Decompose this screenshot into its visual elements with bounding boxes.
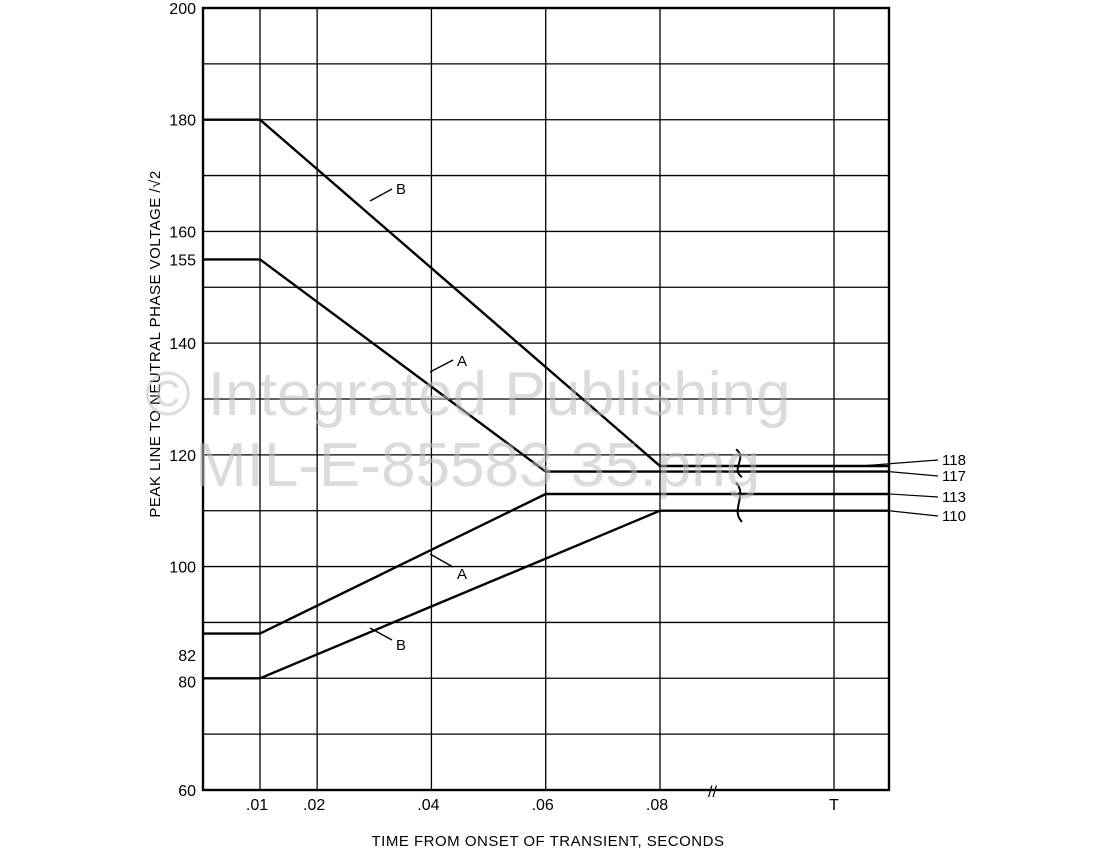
series-label-a: A — [457, 353, 467, 370]
x-tick-label: .08 — [646, 797, 668, 814]
value-leader-line — [888, 510, 939, 517]
y-tick-label: 140 — [169, 336, 196, 353]
break-wiggle — [735, 448, 743, 479]
y-tick-label: 180 — [169, 113, 196, 130]
x-axis-title: TIME FROM ONSET OF TRANSIENT, SECONDS — [372, 833, 725, 850]
y-tick-label: 100 — [169, 560, 196, 577]
x-axis-break-mark: // — [708, 784, 717, 801]
y-tick-label: 60 — [178, 783, 196, 800]
break-wiggle — [735, 482, 743, 523]
value-label-117: 117 — [942, 468, 966, 485]
plot-frame — [201, 6, 891, 792]
x-tick-label: .04 — [417, 797, 439, 814]
x-tick-label: .02 — [303, 797, 325, 814]
y-tick-label: 80 — [178, 674, 196, 691]
y-tick-label: 160 — [169, 224, 196, 241]
watermark-line-2: MIL-E-85583 35.png — [195, 431, 760, 500]
labels: 200 180 160 155 140 120 100 82 80 60 .01 .02 .04 .06.… — [147, 1, 966, 850]
x-tick-label: .01 — [246, 797, 268, 814]
value-leader-line — [859, 459, 939, 467]
value-label-113: 113 — [942, 489, 966, 506]
y-tick-label: 155 — [169, 252, 196, 269]
grid — [201, 6, 891, 792]
series-line-a-upper — [203, 258, 889, 473]
value-label-110: 110 — [942, 508, 966, 525]
y-tick-label: 82 — [178, 648, 196, 665]
value-label-118: 118 — [942, 452, 966, 469]
value-leader-line — [888, 493, 939, 498]
watermark: © Integrated Publishing MIL-E-85583 35.p… — [145, 360, 790, 500]
series-lines — [203, 118, 889, 680]
x-tick-label: T — [829, 797, 839, 814]
watermark-line-1: © Integrated Publishing — [145, 360, 790, 429]
y-axis-title: PEAK LINE TO NEUTRAL PHASE VOLTAGE /√2 — [147, 170, 164, 517]
x-tick-label: .06 — [532, 797, 554, 814]
series-label-b: B — [396, 637, 406, 654]
series-leader-line — [369, 188, 393, 202]
value-leader-line — [888, 471, 939, 477]
series-leader-line — [429, 553, 454, 568]
y-tick-label: 120 — [169, 448, 196, 465]
series-line-b-upper — [203, 118, 889, 468]
series-line-b-lower — [203, 509, 889, 680]
series-label-a: A — [457, 566, 467, 583]
series-leader-line — [429, 359, 454, 373]
series-label-b: B — [396, 181, 406, 198]
y-tick-label: 200 — [169, 1, 196, 18]
series-line-a-lower — [203, 492, 889, 635]
series-leader-line — [369, 627, 393, 641]
axis-break-marks: // — [708, 448, 743, 801]
